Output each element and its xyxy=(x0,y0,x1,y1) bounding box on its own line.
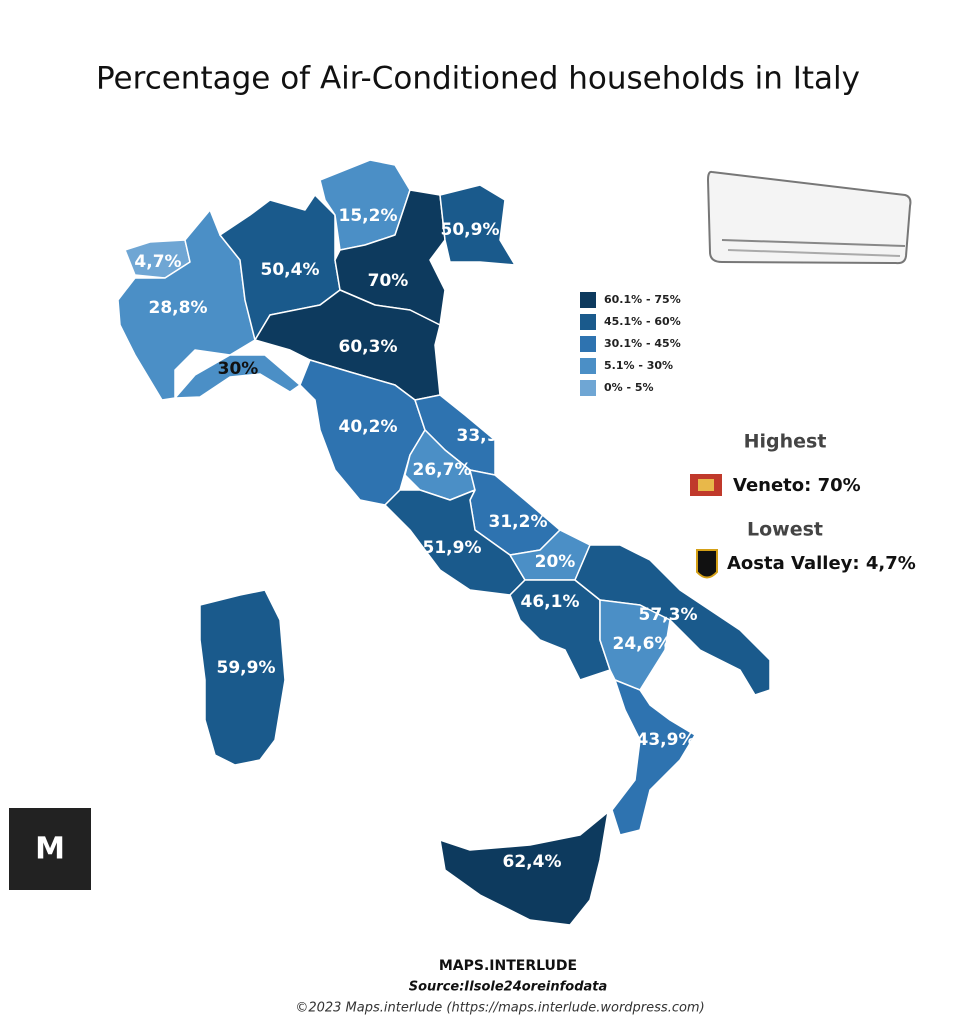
regions: 4,7% 28,8% 30% 50,4% 15,2% 70% 50,9% 60,3% 40,2%… xyxy=(117,159,771,926)
legend-label: 5.1% - 30% xyxy=(604,359,673,372)
legend-label: 30.1% - 45% xyxy=(604,337,681,350)
footer-source: Source:Ilsole24oreinfodata xyxy=(409,980,608,995)
region-label: 50,9% xyxy=(441,220,500,240)
veneto-flag-lion xyxy=(698,479,714,491)
region-label: 59,9% xyxy=(217,658,276,678)
region-label: 50,4% xyxy=(261,260,320,280)
legend-label: 0% - 5% xyxy=(604,381,654,394)
region-label: 15,2% xyxy=(339,206,398,226)
legend: 60.1% - 75% 45.1% - 60% 30.1% - 45% 5.1% - … xyxy=(580,292,681,396)
region-label: 62,4% xyxy=(503,852,562,872)
region xyxy=(174,354,301,399)
highest-heading: Highest xyxy=(744,431,827,453)
legend-swatch xyxy=(580,292,596,308)
region-label: 51,9% xyxy=(423,538,482,558)
region-label: 24,6% xyxy=(613,634,672,654)
legend-swatch xyxy=(580,314,596,330)
region xyxy=(199,589,286,766)
logo: M xyxy=(35,832,65,867)
region-label: 43,9% xyxy=(637,730,696,750)
legend-swatch xyxy=(580,380,596,396)
highest-text: Veneto: 70% xyxy=(733,475,861,496)
region-label: 60,3% xyxy=(339,337,398,357)
legend-swatch xyxy=(580,358,596,374)
region-label: 33,9% xyxy=(457,426,516,446)
lowest-text: Aosta Valley: 4,7% xyxy=(727,553,916,574)
ac-icon xyxy=(706,170,912,265)
region-label: 20% xyxy=(535,552,576,572)
region-label: 31,2% xyxy=(489,512,548,532)
region xyxy=(611,679,696,836)
region-label: 46,1% xyxy=(521,592,580,612)
legend-swatch xyxy=(580,336,596,352)
legend-label: 60.1% - 75% xyxy=(604,293,681,306)
region-label: 30% xyxy=(218,359,259,379)
region-label: 26,7% xyxy=(413,460,472,480)
aosta-shield xyxy=(696,549,718,579)
region xyxy=(384,489,526,596)
footer-brand: MAPS.INTERLUDE xyxy=(439,958,577,974)
title: Percentage of Air-Conditioned households… xyxy=(96,61,860,97)
region-label: 40,2% xyxy=(339,417,398,437)
region-label: 4,7% xyxy=(134,252,181,272)
region xyxy=(439,184,516,266)
region xyxy=(439,811,609,926)
lowest-heading: Lowest xyxy=(747,519,823,541)
region-label: 57,3% xyxy=(639,605,698,625)
legend-label: 45.1% - 60% xyxy=(604,315,681,328)
logo-box xyxy=(9,808,91,890)
footer-copyright: ©2023 Maps.interlude (https://maps.inter… xyxy=(295,1001,704,1016)
region-label: 28,8% xyxy=(149,298,208,318)
region-label: 70% xyxy=(368,271,409,291)
